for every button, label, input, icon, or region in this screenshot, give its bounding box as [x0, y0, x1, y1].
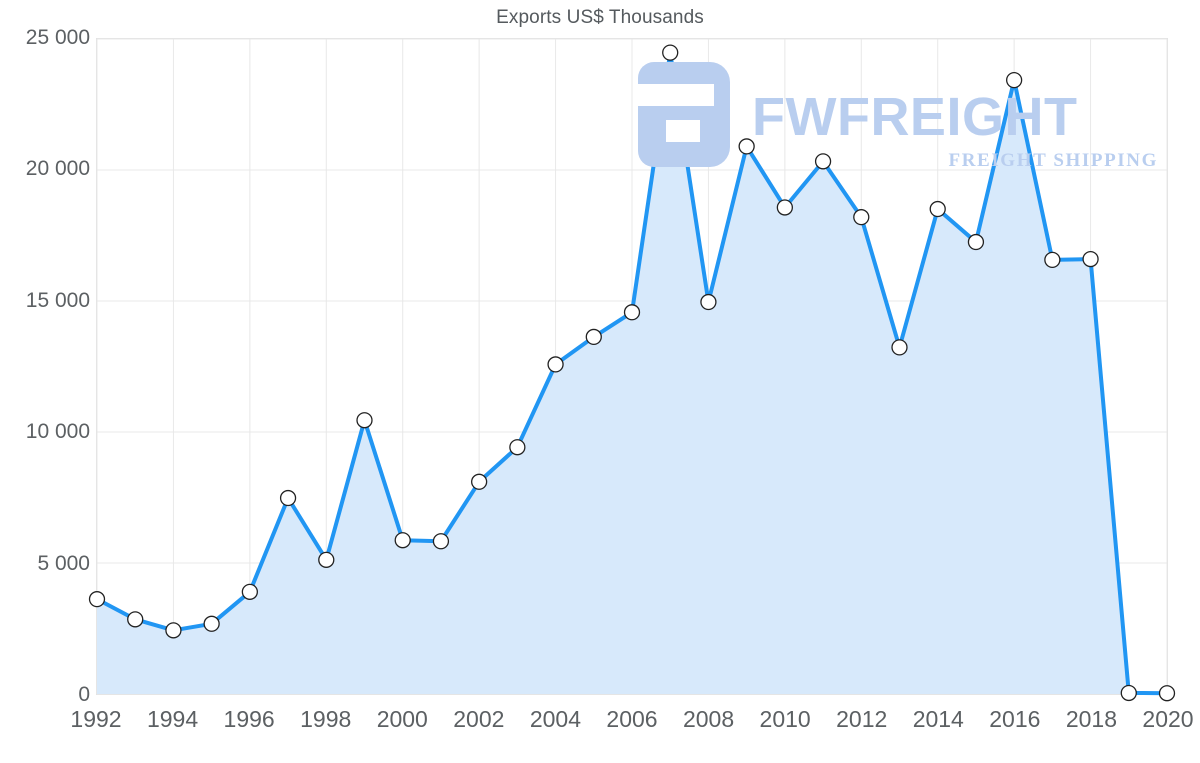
data-point-marker[interactable]	[204, 616, 219, 631]
x-axis-tick-label: 2010	[759, 706, 811, 732]
data-point-markers	[97, 39, 1167, 694]
x-axis-tick-label: 1994	[146, 706, 199, 732]
data-point-marker[interactable]	[854, 210, 869, 225]
y-axis-tick-label: 10 000	[25, 420, 90, 444]
data-point-marker[interactable]	[1007, 73, 1022, 88]
data-point-marker[interactable]	[90, 592, 105, 607]
x-axis-tick-label: 2014	[912, 706, 964, 732]
x-axis-tick-label: 2000	[376, 706, 428, 732]
data-point-marker[interactable]	[816, 154, 831, 169]
data-point-marker[interactable]	[892, 340, 907, 355]
y-axis-tick-label: 15 000	[25, 288, 90, 312]
data-point-marker[interactable]	[1160, 686, 1175, 701]
data-point-marker[interactable]	[1083, 252, 1098, 267]
x-axis-tick-label: 1998	[300, 706, 352, 732]
x-axis-tick-label: 1996	[223, 706, 275, 732]
data-point-marker[interactable]	[586, 329, 601, 344]
data-point-marker[interactable]	[510, 440, 525, 455]
data-point-marker[interactable]	[357, 413, 372, 428]
y-axis-tick-label: 20 000	[25, 157, 90, 181]
data-point-marker[interactable]	[701, 295, 716, 310]
data-point-marker[interactable]	[930, 202, 945, 217]
x-axis-tick-label: 2008	[682, 706, 735, 732]
data-point-marker[interactable]	[395, 533, 410, 548]
data-point-marker[interactable]	[319, 552, 334, 567]
data-point-marker[interactable]	[472, 474, 487, 489]
chart-title: Exports US$ Thousands	[496, 7, 704, 28]
data-point-marker[interactable]	[281, 491, 296, 506]
data-point-marker[interactable]	[968, 235, 983, 250]
x-axis-tick-label: 2002	[453, 706, 505, 732]
data-point-marker[interactable]	[433, 534, 448, 549]
data-point-marker[interactable]	[1121, 685, 1136, 700]
data-point-marker[interactable]	[625, 305, 640, 320]
x-axis-tick-label: 2020	[1142, 706, 1194, 732]
x-axis-tick-label: 2018	[1065, 706, 1117, 732]
x-axis-tick-label: 2012	[836, 706, 888, 732]
data-point-marker[interactable]	[663, 45, 678, 60]
data-point-marker[interactable]	[1045, 252, 1060, 267]
data-point-marker[interactable]	[739, 139, 754, 154]
y-axis-tick-label: 25 000	[25, 26, 90, 49]
plot-area	[96, 38, 1168, 695]
data-point-marker[interactable]	[242, 584, 257, 599]
data-point-marker[interactable]	[166, 623, 181, 638]
x-axis-tick-label: 2004	[529, 706, 581, 732]
x-axis-tick-label: 2006	[606, 706, 658, 732]
data-point-marker[interactable]	[128, 612, 143, 627]
data-point-marker[interactable]	[777, 200, 792, 215]
y-axis-tick-label: 0	[78, 683, 90, 706]
data-point-marker[interactable]	[548, 357, 563, 372]
x-axis-tick-label: 2016	[989, 706, 1041, 732]
y-axis-tick-label: 5 000	[37, 551, 90, 575]
x-axis-tick-label: 1992	[70, 706, 122, 732]
